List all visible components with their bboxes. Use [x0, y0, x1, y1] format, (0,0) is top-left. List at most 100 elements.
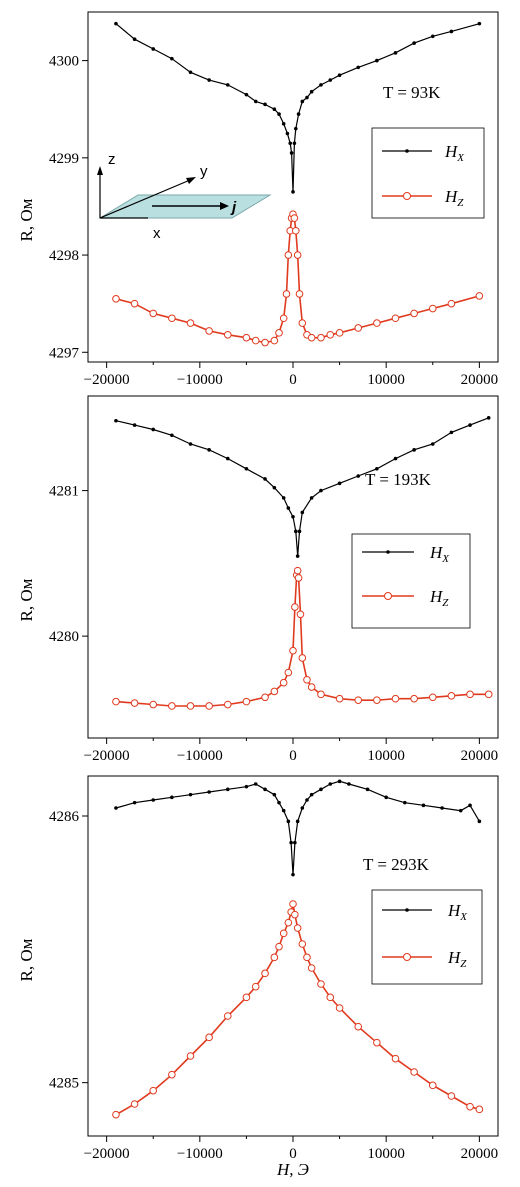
- panel-193k: −20000 −10000 0 10000 20000 4280 4281 R, Ом T …: [17, 395, 499, 764]
- x-tick-label: 0: [289, 372, 297, 388]
- data-point-hx: [225, 83, 230, 87]
- data-point-hz: [130, 699, 139, 707]
- y-axis-label: R, Ом: [17, 578, 36, 621]
- data-point-hz: [303, 675, 311, 684]
- data-point-hx: [337, 73, 342, 77]
- y-tick-label: 4299: [49, 151, 79, 167]
- data-point-hz: [354, 696, 363, 704]
- data-point-hz: [130, 1100, 139, 1108]
- j-label: j: [230, 199, 237, 216]
- data-point-hz: [284, 251, 293, 259]
- data-point-hx: [449, 430, 454, 435]
- y-tick-label: 4281: [49, 484, 79, 500]
- data-point-hx: [393, 456, 398, 461]
- data-point-hx: [207, 790, 211, 794]
- data-point-hx: [295, 819, 300, 824]
- data-point-hx: [421, 803, 426, 808]
- data-point-hx: [305, 95, 309, 100]
- data-point-hx: [430, 34, 435, 39]
- x-tick-label: 0: [289, 748, 297, 764]
- data-point-hx: [393, 51, 398, 55]
- data-point-hx: [170, 795, 174, 800]
- data-point-hx: [440, 806, 444, 810]
- data-point-hz: [326, 330, 335, 339]
- data-point-hz: [290, 214, 299, 222]
- data-point-hz: [410, 1068, 418, 1076]
- y-tick-label: 4300: [49, 54, 79, 70]
- legend-marker-hx: [405, 149, 409, 153]
- temperature-label: T = 293K: [363, 855, 430, 874]
- x-tick-label: −10000: [177, 748, 223, 764]
- data-point-hz: [270, 953, 279, 962]
- legend-marker-hx: [405, 908, 409, 912]
- data-point-hx: [292, 141, 297, 146]
- data-point-hz: [447, 299, 456, 308]
- data-point-hz: [205, 702, 213, 710]
- data-point-hx: [225, 787, 230, 792]
- data-point-hz: [186, 319, 195, 327]
- data-point-hz: [335, 1004, 344, 1012]
- data-point-hz: [261, 338, 269, 347]
- series-line-hz: [115, 903, 480, 1116]
- data-point-hx: [300, 510, 305, 515]
- series-line-hx: [115, 417, 489, 557]
- x-tick-label: −20000: [84, 748, 130, 764]
- legend-box: [371, 127, 485, 219]
- data-point-hx: [384, 795, 388, 800]
- y-tick-label: 4286: [49, 809, 80, 825]
- data-point-hz: [279, 314, 288, 323]
- data-point-hx: [132, 800, 137, 805]
- data-point-hz: [112, 1110, 120, 1119]
- data-point-hx: [285, 131, 290, 136]
- data-point-hz: [112, 697, 120, 706]
- data-point-hx: [319, 488, 323, 493]
- data-point-hz: [335, 694, 344, 703]
- data-point-hz: [293, 566, 302, 575]
- data-point-hz: [205, 327, 213, 335]
- data-point-hz: [428, 304, 437, 313]
- x-tick-label: 20000: [461, 1146, 499, 1162]
- data-point-hz: [391, 314, 400, 323]
- data-point-hz: [149, 700, 158, 709]
- data-point-hx: [244, 784, 249, 789]
- data-point-hx: [328, 782, 333, 786]
- data-point-hx: [114, 418, 118, 423]
- data-point-hx: [477, 819, 482, 824]
- data-point-hx: [296, 112, 301, 116]
- data-point-hx: [356, 474, 361, 478]
- x-tick-label: −20000: [84, 372, 130, 388]
- x-tick-label: −10000: [177, 1146, 223, 1162]
- data-point-hx: [300, 806, 305, 810]
- data-point-hz: [466, 690, 474, 699]
- data-point-hx: [297, 529, 302, 534]
- data-point-hx: [170, 433, 174, 438]
- data-point-hz: [307, 333, 316, 342]
- x-tick-label: 10000: [367, 1146, 405, 1162]
- data-point-hz: [373, 696, 381, 704]
- legend-marker-hz: [403, 953, 411, 961]
- legend: HX HZ: [351, 533, 471, 629]
- legend-marker-hz: [403, 192, 411, 200]
- data-point-hx: [295, 554, 300, 558]
- data-point-hz: [223, 1012, 232, 1020]
- data-point-hz: [293, 924, 302, 932]
- data-point-hz: [428, 1081, 437, 1090]
- current-arrowhead: [220, 202, 229, 210]
- data-point-hx: [291, 872, 295, 877]
- data-point-hz: [317, 980, 325, 988]
- legend: HX HZ: [371, 127, 485, 219]
- data-point-hx: [188, 442, 193, 446]
- data-point-hz: [186, 1052, 195, 1060]
- data-point-hx: [244, 92, 249, 97]
- x-tick-label: 20000: [461, 372, 499, 388]
- data-point-hz: [447, 1092, 456, 1100]
- data-point-hz: [168, 314, 176, 323]
- data-point-hz: [282, 290, 291, 298]
- data-point-hx: [468, 423, 472, 427]
- data-point-hx: [430, 442, 435, 446]
- data-point-hz: [275, 329, 283, 337]
- data-point-hx: [244, 466, 249, 471]
- data-point-hz: [317, 690, 325, 699]
- data-point-hz: [326, 993, 335, 1002]
